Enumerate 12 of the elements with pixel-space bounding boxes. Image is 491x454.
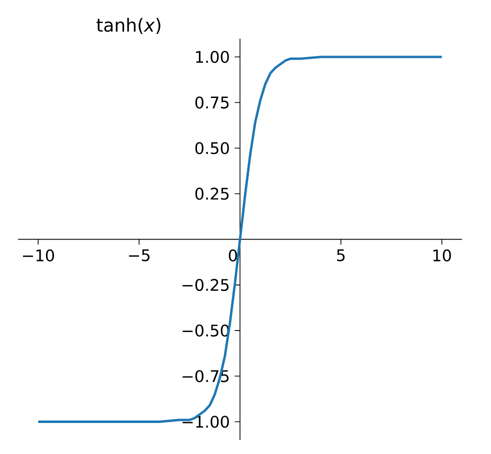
y-tick-label: 1.00 bbox=[196, 50, 229, 63]
y-axis-title: tanh(x) bbox=[96, 18, 160, 34]
x-tick-label: 10 bbox=[433, 249, 451, 262]
y-tick-label: 0.25 bbox=[195, 188, 229, 200]
y-tick-label: 0.75 bbox=[195, 96, 229, 109]
y-tick-label: 0.50 bbox=[195, 142, 229, 154]
y-tick-label: −1.00 bbox=[182, 416, 229, 428]
y-tick-label: −0.25 bbox=[182, 278, 229, 291]
x-tick-label: 0 bbox=[228, 249, 237, 262]
x-tick-label: −5 bbox=[128, 249, 150, 262]
x-tick-label: 5 bbox=[337, 249, 345, 262]
x-tick-label: −10 bbox=[23, 249, 54, 262]
